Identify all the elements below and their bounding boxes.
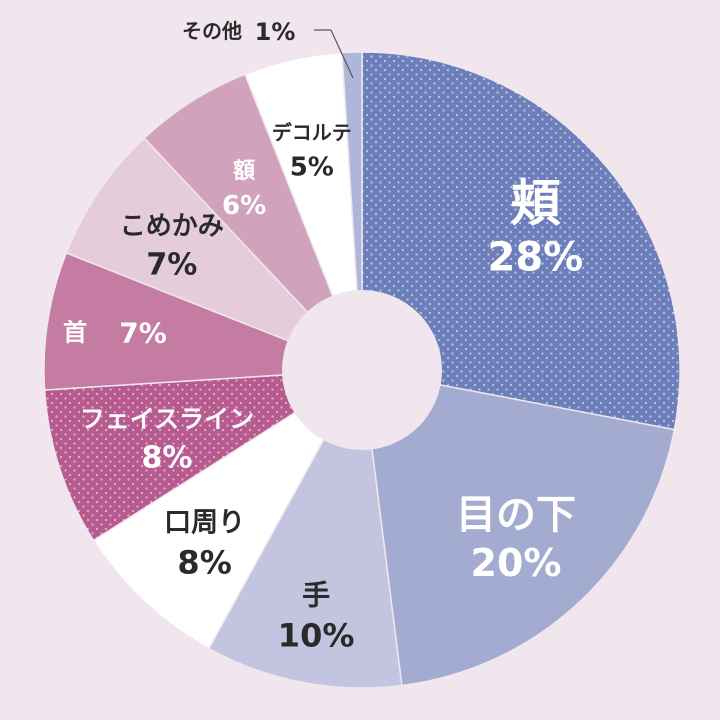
label-name-face-line: フェイスライン — [80, 404, 254, 433]
slice-neck — [43, 251, 363, 391]
label-value-cheek: 28% — [488, 235, 584, 281]
label-value-temple: 7% — [146, 248, 197, 283]
label-name-under-eye: 目の下 — [456, 492, 576, 538]
label-value-hand: 10% — [278, 617, 355, 655]
leader-line-other-diagonal — [330, 29, 354, 79]
slice-mouth-area — [92, 369, 363, 650]
label-value-other: 1% — [255, 18, 296, 46]
label-value-under-eye: 20% — [471, 541, 562, 585]
slice-dots-face-line — [44, 370, 362, 541]
label-value-forehead: 6% — [222, 191, 266, 221]
slice-under-eye — [361, 369, 676, 687]
label-name-other: その他 — [182, 19, 242, 43]
slice-dots-cheek — [362, 52, 681, 430]
label-value-mouth-area: 8% — [177, 544, 231, 582]
label-value-face-line: 8% — [142, 440, 193, 475]
label-name-cheek: 頬 — [510, 175, 561, 233]
label-name-mouth-area: 口周り — [164, 508, 245, 539]
slices-group — [43, 51, 681, 689]
donut-hole — [282, 290, 442, 450]
label-name-neck: 首 — [63, 319, 87, 347]
label-name-forehead: 額 — [233, 158, 255, 184]
label-value-neck: 7% — [119, 317, 167, 350]
slice-forehead — [143, 73, 363, 371]
label-value-decollete: 5% — [290, 153, 334, 183]
slice-temple — [65, 137, 363, 371]
label-name-temple: こめかみ — [120, 212, 224, 242]
label-name-decollete: デコルテ — [272, 121, 352, 145]
label-name-hand: 手 — [302, 579, 330, 612]
